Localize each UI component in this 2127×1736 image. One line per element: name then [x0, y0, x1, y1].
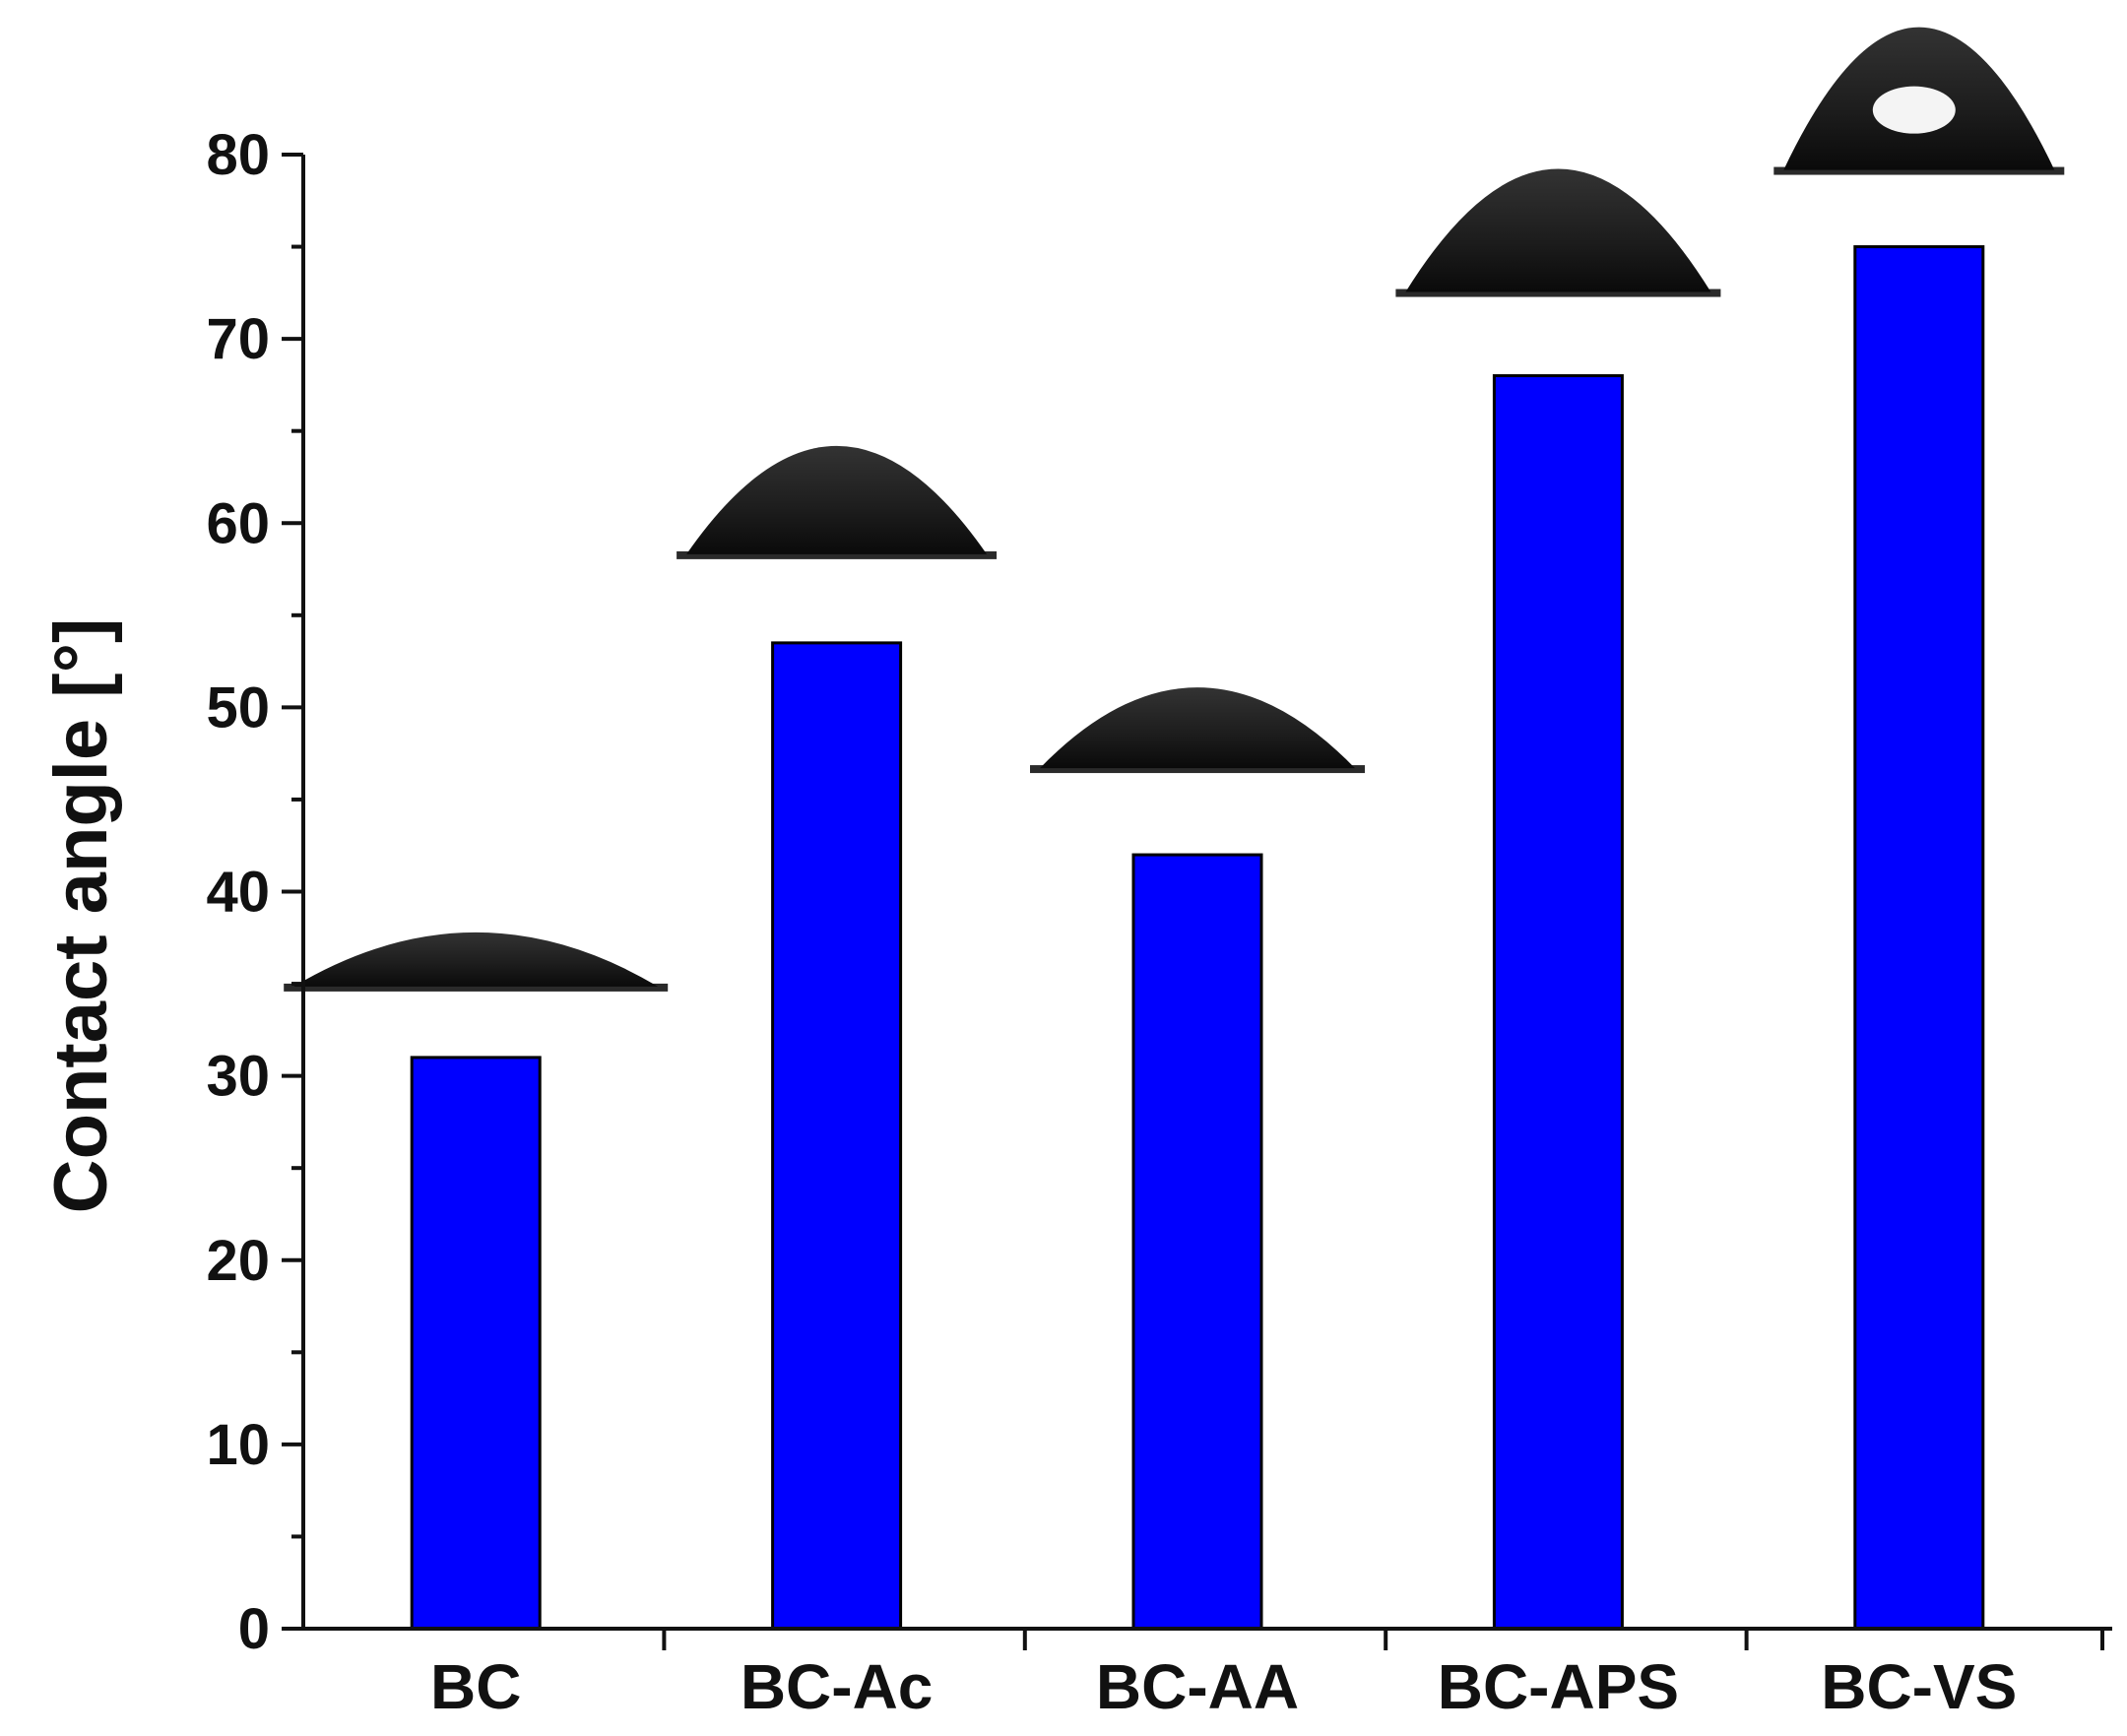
y-tick-label: 60 — [206, 491, 270, 555]
y-tick-label: 30 — [206, 1045, 270, 1109]
droplet-substrate — [284, 983, 669, 992]
droplet-inset — [284, 932, 669, 992]
y-tick-label: 40 — [206, 861, 270, 925]
droplet-substrate — [1030, 765, 1365, 774]
droplet-inset — [677, 445, 998, 559]
y-tick-label: 80 — [206, 123, 270, 187]
x-tick-label: BC — [430, 1651, 521, 1722]
droplet-inset — [1773, 27, 2065, 175]
y-axis-title: Contact angle [°] — [39, 618, 123, 1214]
y-tick-label: 0 — [238, 1597, 270, 1661]
droplet-dome — [1405, 168, 1711, 292]
y-axis-ticks: 0 10 20 30 40 50 60 70 80 — [206, 123, 303, 1661]
bar — [1492, 374, 1624, 1631]
x-tick-label: BC-VS — [1821, 1651, 2017, 1722]
bar — [1853, 245, 1985, 1631]
bar — [410, 1056, 542, 1631]
droplet-inset — [1395, 168, 1721, 297]
y-tick-label: 10 — [206, 1413, 270, 1477]
x-axis-ticks: BC BC-Ac BC-AA BC-APS BC-VS — [430, 1629, 2104, 1722]
droplet-substrate — [1395, 289, 1721, 297]
droplet-dome — [686, 445, 988, 554]
droplet-substrate — [1773, 166, 2065, 175]
bar — [771, 641, 903, 1631]
droplet-dome — [293, 932, 659, 987]
droplet-insets — [284, 27, 2065, 992]
y-tick-label: 20 — [206, 1229, 270, 1293]
droplet-reflection — [1872, 86, 1956, 134]
droplet-inset — [1030, 687, 1365, 774]
x-tick-label: BC-APS — [1438, 1651, 1679, 1722]
y-tick-label: 70 — [206, 307, 270, 371]
x-tick-label: BC-AA — [1096, 1651, 1299, 1722]
droplet-substrate — [677, 550, 998, 559]
y-tick-label: 50 — [206, 675, 270, 739]
x-tick-label: BC-Ac — [741, 1651, 934, 1722]
bar — [1131, 853, 1263, 1631]
droplet-dome — [1040, 687, 1355, 769]
bars — [410, 245, 1985, 1631]
